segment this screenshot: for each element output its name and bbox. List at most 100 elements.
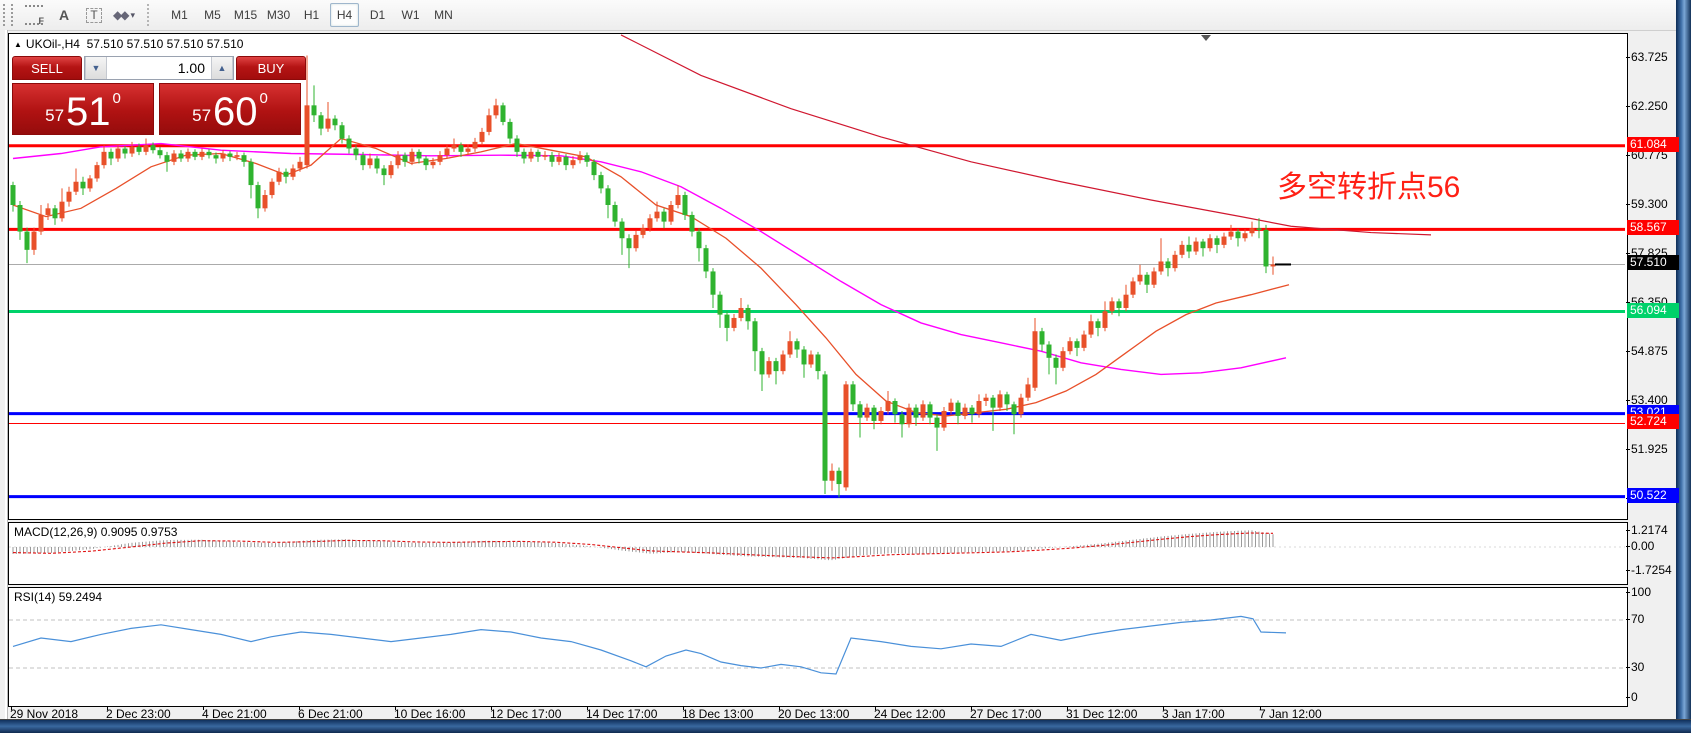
timeframe-d1[interactable]: D1 [369,8,386,22]
time-axis-label: 12 Dec 17:00 [490,707,562,721]
price-level-flag: 56.094 [1627,302,1679,318]
sell-price-big: 51 [66,90,111,134]
buy-price-button[interactable]: 57 60 0 [159,83,301,135]
macd-axis-tick: 0.00 [1631,539,1655,553]
time-axis-label: 2 Dec 23:00 [106,707,171,721]
price-level-flag: 57.510 [1627,255,1679,271]
macd-canvas[interactable] [9,523,1625,582]
macd-main-value: 0.9095 [100,525,138,539]
time-axis-label: 6 Dec 21:00 [298,707,363,721]
price-axis-tick: 51.925 [1631,442,1668,456]
timeframe-h1[interactable]: H1 [303,8,320,22]
symbol-name: UKOil-,H4 [25,37,80,51]
symbol-ohlc: 57.510 57.510 57.510 57.510 [86,37,244,51]
price-axis-tick: 54.875 [1631,344,1668,358]
rsi-indicator-label: RSI(14) 59.2494 [14,590,103,604]
rsi-axis-tick: 70 [1631,612,1645,626]
price-level-flag: 52.724 [1627,414,1679,430]
macd-indicator-label: MACD(12,26,9) 0.9095 0.9753 [14,525,178,539]
symbol-marker-icon: ▲ [14,40,22,49]
price-axis[interactable]: 63.72562.25060.77559.30057.82556.35054.8… [1626,33,1679,518]
time-axis-label: 20 Dec 13:00 [778,707,850,721]
toolbar: F A T ◆◆ ▾ M1 M5 M15 M30 H1 H4 D1 W1 MN [0,0,1691,31]
time-axis-tick [107,706,108,710]
time-axis-label: 10 Dec 16:00 [394,707,466,721]
price-axis-tick: 53.400 [1631,393,1668,407]
rsi-axis: 100 70 30 0 [1626,585,1676,705]
volume-increment-button[interactable]: ▲ [211,57,233,79]
rsi-axis-tick: 30 [1631,660,1645,674]
text-label-icon: A [58,7,70,23]
timeframe-w1[interactable]: W1 [401,8,420,22]
buy-price-small: 57 [192,106,212,125]
time-axis-label: 18 Dec 13:00 [682,707,754,721]
timeframe-mn[interactable]: MN [434,8,453,22]
time-axis-tick [395,706,396,710]
arrow-objects-button[interactable]: ◆◆ ▾ [110,2,138,28]
chevron-down-icon: ▼ [91,63,101,73]
fibonacci-retracement-button[interactable]: F [20,2,48,28]
text-icon: T [86,7,102,23]
text-label-button[interactable]: A [50,2,78,28]
one-click-trading-panel: SELL ▼ 1.00 ▲ BUY 57 51 0 57 60 0 [12,56,306,135]
macd-axis-tick: 1.2174 [1631,523,1668,537]
time-axis-tick [875,706,876,710]
time-axis-tick [1067,706,1068,710]
time-axis-tick [491,706,492,710]
window-bottom-border [0,719,1691,733]
timeframe-group: M1 M5 M15 M30 H1 H4 D1 W1 MN [163,3,460,27]
sell-price-button[interactable]: 57 51 0 [12,83,154,135]
symbol-header: ▲ UKOil-,H4 57.510 57.510 57.510 57.510 [14,37,243,51]
rsi-axis-tick: 0 [1631,690,1638,704]
main-chart-panel [8,33,1628,520]
buy-button[interactable]: BUY [236,56,306,80]
time-axis-label: 29 Nov 2018 [10,707,79,721]
timeframe-m30[interactable]: M30 [266,8,291,22]
timeframe-h4[interactable]: H4 [330,3,359,27]
time-axis-tick [11,706,12,710]
rsi-canvas[interactable] [9,588,1625,704]
time-axis[interactable]: 29 Nov 2018 2 Dec 23:00 4 Dec 21:00 6 Dec 2… [8,706,1626,721]
time-axis-label: 27 Dec 17:00 [970,707,1042,721]
chart-text-annotation[interactable]: 多空转折点56 [1277,171,1461,204]
rsi-value: 59.2494 [58,590,103,604]
time-axis-label: 4 Dec 21:00 [202,707,267,721]
time-axis-tick [683,706,684,710]
sell-price-small: 57 [45,106,65,125]
chevron-up-icon: ▲ [217,63,227,73]
buy-price-big: 60 [213,90,258,134]
time-axis-tick [587,706,588,710]
main-chart-canvas[interactable] [9,34,1625,517]
rsi-panel [8,587,1628,707]
fibonacci-icon: F [25,5,44,26]
time-axis-label: 24 Dec 12:00 [874,707,946,721]
time-axis-tick [971,706,972,710]
timeframe-m5[interactable]: M5 [204,8,221,22]
price-level-flag: 58.567 [1627,220,1679,236]
time-axis-label: 3 Jan 17:00 [1162,707,1225,721]
time-axis-label: 31 Dec 12:00 [1066,707,1138,721]
toolbar-separator [147,4,155,26]
price-level-flag: 50.522 [1627,487,1679,503]
time-axis-tick [299,706,300,710]
macd-signal-value: 0.9753 [140,525,178,539]
price-level-flag: 61.084 [1627,136,1679,152]
timeframe-m1[interactable]: M1 [171,8,188,22]
toolbar-drag-handle[interactable] [3,4,13,26]
timeframe-m15[interactable]: M15 [233,8,258,22]
sell-button[interactable]: SELL [12,56,82,80]
text-box-button[interactable]: T [80,2,108,28]
volume-decrement-button[interactable]: ▼ [85,57,107,79]
volume-stepper: ▼ 1.00 ▲ [84,56,234,80]
price-axis-tick: 63.725 [1631,50,1668,64]
volume-input[interactable]: 1.00 [177,60,205,76]
time-axis-tick [203,706,204,710]
time-axis-tick [779,706,780,710]
chevron-down-icon: ▾ [130,9,135,20]
macd-panel [8,522,1628,585]
time-axis-label: 7 Jan 12:00 [1259,707,1322,721]
time-axis-label: 14 Dec 17:00 [586,707,658,721]
rsi-axis-tick: 100 [1631,585,1652,599]
price-axis-tick: 59.300 [1631,197,1668,211]
